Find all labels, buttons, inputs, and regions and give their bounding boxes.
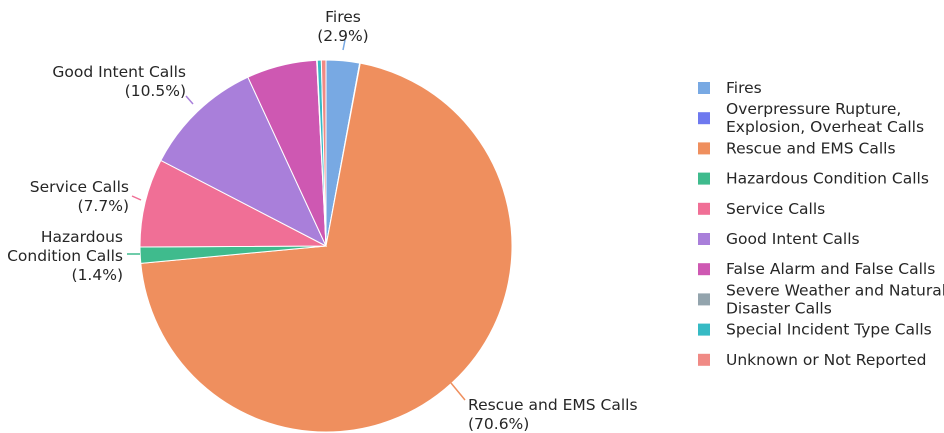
legend-item-special-incident-type-calls: Special Incident Type Calls	[698, 321, 932, 339]
legend-label: Hazardous Condition Calls	[726, 170, 929, 188]
legend-label: Severe Weather and Natural Disaster Calls	[726, 281, 944, 317]
legend-swatch	[698, 293, 710, 306]
pie-slice-good-intent-calls	[160, 76, 328, 248]
leader-lines	[127, 39, 466, 401]
legend-label: Fires	[726, 79, 762, 97]
legend-swatch	[698, 202, 710, 215]
legend-label: Overpressure Rupture, Explosion, Overheat…	[726, 100, 924, 136]
legend-label: Service Calls	[726, 200, 825, 218]
legend-label: Special Incident Type Calls	[726, 321, 932, 339]
legend-swatch	[698, 82, 710, 94]
slice-label-service-calls: Service Calls (7.7%)	[30, 178, 129, 215]
legend-swatch	[698, 142, 710, 155]
pie-slice-unknown-or-not-reported	[320, 59, 327, 247]
legend-label: False Alarm and False Calls	[726, 260, 935, 278]
legend-label: Unknown or Not Reported	[726, 351, 927, 369]
legend-item-overpressure-rupture-explosion-overheat-calls: Overpressure Rupture, Explosion, Overheat…	[698, 100, 924, 136]
legend-item-hazardous-condition-calls: Hazardous Condition Calls	[698, 170, 929, 188]
slice-label-fires: Fires (2.9%)	[317, 8, 368, 45]
legend-swatch	[698, 233, 710, 245]
leader-line-fires	[342, 39, 346, 51]
leader-line-good-intent-calls	[185, 95, 194, 105]
slice-label-good-intent-calls: Good Intent Calls (10.5%)	[52, 63, 186, 100]
legend-swatch	[698, 112, 710, 125]
legend-swatch	[698, 323, 710, 336]
legend-label: Rescue and EMS Calls	[726, 139, 896, 157]
leader-line-service-calls	[131, 195, 142, 201]
legend-label: Good Intent Calls	[726, 230, 860, 248]
legend-item-unknown-or-not-reported: Unknown or Not Reported	[698, 351, 927, 369]
slice-labels: Fires (2.9%) Rescue and EMS Calls (70.6%) Ha…	[7, 8, 637, 433]
legend-item-false-alarm-and-false-calls: False Alarm and False Calls	[698, 260, 935, 278]
legend-item-good-intent-calls: Good Intent Calls	[698, 230, 860, 248]
legend-item-severe-weather-and-natural-disaster-calls: Severe Weather and Natural Disaster Calls	[698, 281, 944, 317]
legend-item-service-calls: Service Calls	[698, 200, 825, 218]
legend-swatch	[698, 172, 710, 185]
leader-line-rescue-and-ems-calls	[450, 382, 466, 401]
pie-slices	[139, 59, 513, 433]
legend-swatch	[698, 263, 710, 276]
legend-item-rescue-and-ems-calls: Rescue and EMS Calls	[698, 139, 896, 157]
legend-swatch	[698, 353, 710, 366]
slice-label-rescue-and-ems-calls: Rescue and EMS Calls (70.6%)	[468, 396, 638, 433]
legend-item-fires: Fires	[698, 79, 762, 97]
slice-label-hazardous-condition-calls: Hazardous Condition Calls (1.4%)	[7, 228, 123, 284]
legend: Fires Overpressure Rupture, Explosion, Ove…	[698, 79, 944, 369]
